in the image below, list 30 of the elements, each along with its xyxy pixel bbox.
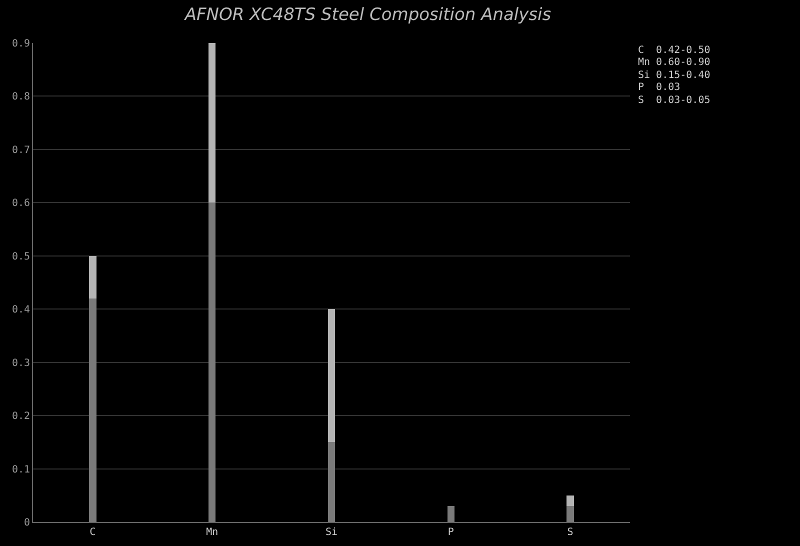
y-tick-label: 0.2 (12, 411, 30, 422)
x-tick-label: S (567, 527, 574, 538)
bar (89, 256, 96, 298)
text: C 0.42-0.50 (638, 45, 710, 56)
x-tick-label: P (448, 527, 454, 538)
text: P 0.03 (638, 82, 680, 93)
y-tick-label: 0.1 (12, 464, 30, 476)
y-tick-label: 0.7 (12, 144, 30, 156)
bar (89, 298, 96, 522)
y-tick-label: 0.9 (12, 38, 30, 50)
y-tick-label: 0.6 (12, 198, 30, 210)
bar (328, 442, 336, 522)
text: S 0.03-0.05 (638, 95, 710, 106)
y-tick-label: 0.3 (12, 358, 30, 369)
bar (328, 309, 336, 442)
chart-title: AFNOR XC48TS Steel Composition Analysis (184, 5, 552, 26)
y-tick-label: 0.8 (12, 92, 30, 103)
x-tick-label: Mn (206, 527, 218, 538)
y-tick-label: 0 (24, 518, 30, 528)
x-tick-label: C (90, 527, 96, 538)
text: Mn 0.60-0.90 (638, 57, 710, 68)
bar (447, 506, 454, 522)
bar (566, 495, 574, 506)
y-tick-label: 0.5 (12, 251, 30, 262)
y-tick-label: 0.4 (12, 304, 30, 316)
bar (208, 202, 216, 522)
bar (566, 506, 574, 522)
bar (208, 43, 216, 203)
x-tick-label: Si (325, 527, 338, 538)
text: Si 0.15-0.40 (638, 70, 710, 81)
